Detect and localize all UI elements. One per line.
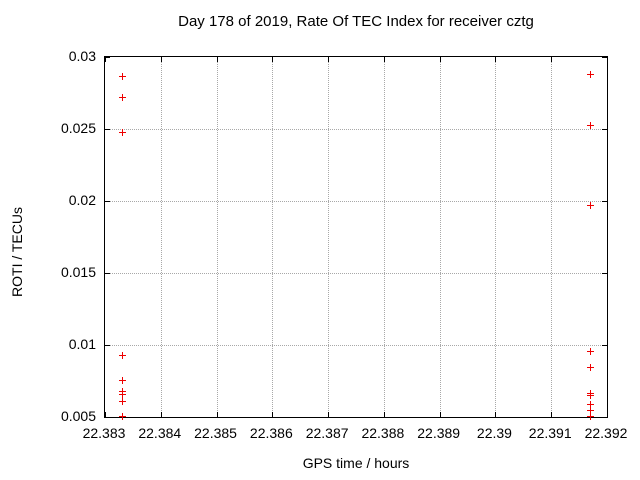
y-gridline [105, 345, 607, 346]
x-tick-mark-top [216, 57, 218, 62]
x-gridline [328, 57, 330, 417]
x-gridline [439, 57, 441, 417]
x-tick-mark [495, 412, 497, 417]
data-point-marker [118, 128, 126, 136]
y-tick-label: 0.01 [68, 336, 96, 352]
x-tick-label: 22.384 [138, 425, 182, 441]
x-tick-mark [551, 412, 553, 417]
data-point-marker [587, 401, 595, 409]
x-tick-mark [160, 412, 162, 417]
x-tick-mark [328, 412, 330, 417]
y-tick-mark [105, 57, 110, 58]
y-tick-mark-right [602, 201, 607, 202]
x-tick-label: 22.383 [82, 425, 126, 441]
plot-area [104, 56, 608, 420]
x-axis-title: GPS time / hours [302, 455, 410, 471]
data-point-marker [118, 94, 126, 102]
x-gridline [160, 57, 162, 417]
data-point-marker [587, 363, 595, 371]
x-tick-mark-top [328, 57, 330, 62]
x-tick-label: 22.391 [528, 425, 572, 441]
x-tick-label: 22.388 [361, 425, 405, 441]
x-tick-mark-top [160, 57, 162, 62]
data-point-marker [118, 72, 126, 80]
y-tick-mark-right [602, 129, 607, 130]
chart-title: Day 178 of 2019, Rate Of TEC Index for r… [178, 13, 534, 30]
x-tick-mark-top [607, 57, 608, 62]
x-tick-label: 22.392 [584, 425, 628, 441]
data-point-marker [118, 376, 126, 384]
x-tick-mark [439, 412, 441, 417]
data-point-marker [587, 392, 595, 400]
y-tick-mark-right [602, 273, 607, 274]
x-tick-mark-top [551, 57, 553, 62]
y-axis-title: ROTI / TECUs [9, 207, 25, 297]
y-tick-mark [105, 273, 110, 274]
x-gridline [383, 57, 385, 417]
y-tick-label: 0.03 [68, 48, 96, 64]
x-tick-mark [383, 412, 385, 417]
x-tick-label: 22.389 [417, 425, 461, 441]
data-point-marker [118, 352, 126, 360]
x-tick-label: 22.387 [305, 425, 349, 441]
y-tick-label: 0.025 [60, 120, 96, 136]
data-point-marker [118, 412, 126, 420]
x-tick-mark-top [105, 57, 106, 62]
data-point-marker [587, 406, 595, 414]
y-gridline [105, 129, 607, 130]
x-tick-mark [607, 412, 608, 417]
x-tick-mark [105, 412, 106, 417]
data-point-marker [118, 390, 126, 398]
data-point-marker [587, 121, 595, 129]
x-gridline [551, 57, 553, 417]
y-tick-label: 0.015 [60, 264, 96, 280]
y-gridline [105, 273, 607, 274]
y-tick-mark [105, 129, 110, 130]
x-tick-mark [272, 412, 274, 417]
x-tick-mark [216, 412, 218, 417]
y-tick-label: 0.02 [68, 192, 96, 208]
y-tick-mark [105, 201, 110, 202]
y-tick-label: 0.005 [60, 408, 96, 424]
data-point-marker [587, 412, 595, 420]
y-gridline [105, 201, 607, 202]
y-tick-mark-right [602, 417, 607, 418]
x-tick-label: 22.385 [194, 425, 237, 441]
x-gridline [495, 57, 497, 417]
x-gridline [272, 57, 274, 417]
x-tick-label: 22.386 [249, 425, 293, 441]
x-gridline [216, 57, 218, 417]
y-tick-mark-right [602, 345, 607, 346]
y-tick-mark [105, 417, 110, 418]
data-point-marker [118, 398, 126, 406]
x-tick-label: 22.39 [476, 425, 512, 441]
data-point-marker [587, 71, 595, 79]
x-tick-mark-top [272, 57, 274, 62]
y-tick-mark [105, 345, 110, 346]
data-point-marker [587, 347, 595, 355]
y-tick-mark-right [602, 57, 607, 58]
x-tick-mark-top [383, 57, 385, 62]
data-point-marker [587, 202, 595, 210]
x-tick-mark-top [495, 57, 497, 62]
x-tick-mark-top [439, 57, 441, 62]
